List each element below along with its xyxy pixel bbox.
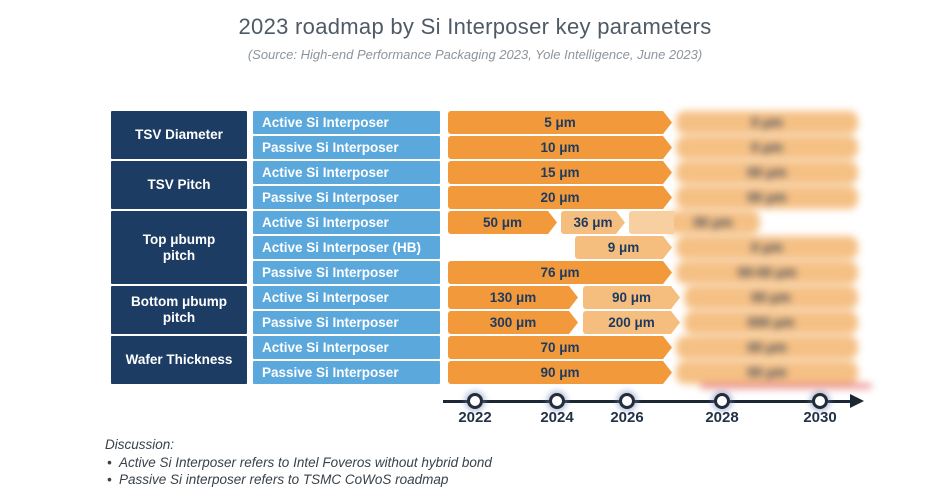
group-label-line: Top μbump [142,231,216,247]
redacted-bar: 00 μm [676,336,858,359]
page-subtitle: (Source: High-end Performance Packaging … [247,47,703,62]
timeline-year-label: 2030 [803,409,837,426]
timeline-year-label: 2022 [458,409,492,426]
bar-segment: 10 μm [448,136,672,159]
redacted-bar: 0 μm [676,136,858,159]
bar-segment: 300 μm [448,311,578,334]
series-label: Passive Si Interposer [253,261,440,284]
redacted-bar: 0 μm [676,111,858,134]
bar-segment: 90 μm [448,361,672,384]
group-label-line: pitch [162,310,196,325]
bar-value: 90 μm [611,290,652,305]
bar-segment: 15 μm [448,161,672,184]
bar-value: 200 μm [608,315,655,330]
bar-segment: 130 μm [448,286,578,309]
bar-value: 130 μm [489,290,537,305]
timeline-year-label: 2028 [705,409,739,426]
series-label: Passive Si Interposer [253,361,440,384]
group-label-line: TSV Pitch [147,177,211,192]
series-label: Passive Si Interposer [253,186,440,209]
timeline-node [619,393,635,409]
group-label-line: Bottom μbump [131,294,227,309]
bar-value: 15 μm [540,165,580,180]
timeline-node [467,393,483,409]
bar-segment: 9 μm [575,236,672,259]
group-box: Wafer Thickness [111,336,247,384]
group-label-line: pitch [162,247,196,263]
bar-segment: 76 μm [448,261,672,284]
bar-value: 5 μm [544,115,576,130]
series-label: Active Si Interposer [253,111,440,134]
series-label: Passive Si Interposer [253,311,440,334]
redacted-bar: 00-00 μm [676,261,858,284]
bar-value: 50 μm [482,215,523,230]
group-box: TSV Pitch [111,161,247,209]
bar-value: 9 μm [607,240,640,255]
timeline-node [812,393,828,409]
discussion-list: Active Si Interposer refers to Intel Fov… [105,454,492,488]
bar-value: 70 μm [540,340,580,355]
bar-segment: 20 μm [448,186,672,209]
group-box: Bottom μbump pitch [111,286,247,334]
page-title: 2023 roadmap by Si Interposer key parame… [238,14,712,39]
series-label: Active Si Interposer [253,286,440,309]
timeline-node [714,393,730,409]
series-label: Active Si Interposer (HB) [253,236,440,259]
bar-segment: 70 μm [448,336,672,359]
group-box: TSV Diameter [111,111,247,159]
redacted-red-line [700,383,872,389]
bar-value: 36 μm [573,215,613,230]
series-label: Active Si Interposer [253,336,440,359]
series-label: Passive Si Interposer [253,136,440,159]
bar-segment: 36 μm [561,211,625,234]
bar-segment: 5 μm [448,111,672,134]
redacted-bar: 0 μm [676,236,858,259]
redacted-bar: 00 μm [684,286,858,309]
timeline-year-label: 2024 [540,409,574,426]
series-label: Active Si Interposer [253,211,440,234]
timeline-node [549,393,565,409]
group-label-line: TSV Diameter [135,127,223,142]
timeline-year-label: 2026 [610,409,644,426]
discussion-block: Discussion: Active Si Interposer refers … [105,436,492,488]
redacted-bar: 000 μm [684,311,858,334]
series-label: Active Si Interposer [253,161,440,184]
discussion-heading: Discussion: [105,437,175,452]
bar-value: 90 μm [540,365,580,380]
timeline-arrowhead-icon [850,394,864,408]
bar-segment: 90 μm [583,286,680,309]
group-box: Top μbump pitch [111,211,247,284]
bar-segment: 50 μm [448,211,557,234]
timeline-axis-line [443,400,852,403]
bar-value: 76 μm [540,265,580,280]
discussion-bullet: Passive Si interposer refers to TSMC CoW… [105,471,492,488]
redacted-bar: 00 μm [676,186,858,209]
bar-value: 20 μm [540,190,580,205]
group-label-line: Wafer Thickness [125,352,233,367]
bar-segment: 200 μm [583,311,680,334]
redacted-bar: 00 μm [666,211,760,234]
bar-value: 10 μm [540,140,580,155]
redacted-bar: 00 μm [676,361,858,384]
bar-value: 300 μm [489,315,537,330]
redacted-bar: 00 μm [676,161,858,184]
discussion-bullet: Active Si Interposer refers to Intel Fov… [105,454,492,471]
bar-segment [629,211,674,234]
